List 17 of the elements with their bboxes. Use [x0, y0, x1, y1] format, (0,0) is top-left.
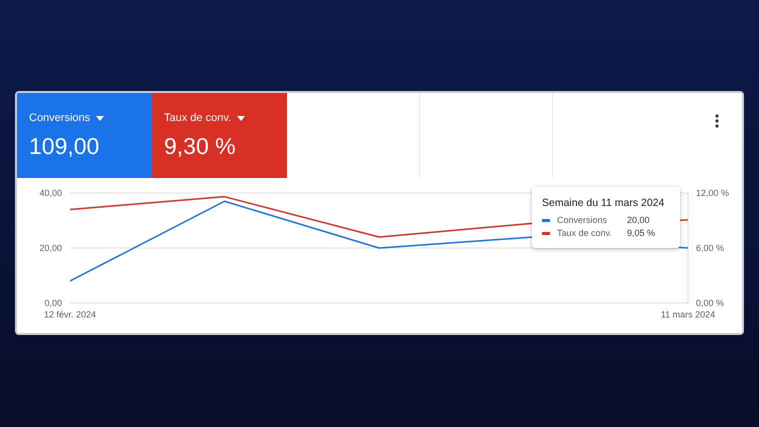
annotation: 20,00 [627, 215, 650, 225]
text: 9,30 % [164, 133, 236, 160]
text: 109,00 [29, 133, 100, 160]
annotation: 9,05 % [627, 228, 656, 238]
y-tick-label: 20,00 [39, 243, 62, 254]
y2-tick-label: 6,00 % [696, 243, 724, 254]
text: Conversions [29, 112, 92, 124]
x-tick-label: 12 févr. 2024 [44, 309, 96, 320]
y-tick-label: 0,00 [44, 298, 62, 308]
legend-label: Taux de conv. [557, 228, 613, 238]
y2-tick-label: 0,00 % [696, 298, 724, 308]
x-tick-label: 11 mars 2024 [660, 309, 716, 320]
annotation: Semaine du 11 mars 2024 [542, 197, 666, 209]
y-tick-label: 40,00 [39, 188, 62, 198]
y2-tick-label: 12,00 % [696, 188, 730, 198]
text: Taux de conv. [164, 112, 232, 124]
legend-label: Conversions [557, 215, 608, 225]
